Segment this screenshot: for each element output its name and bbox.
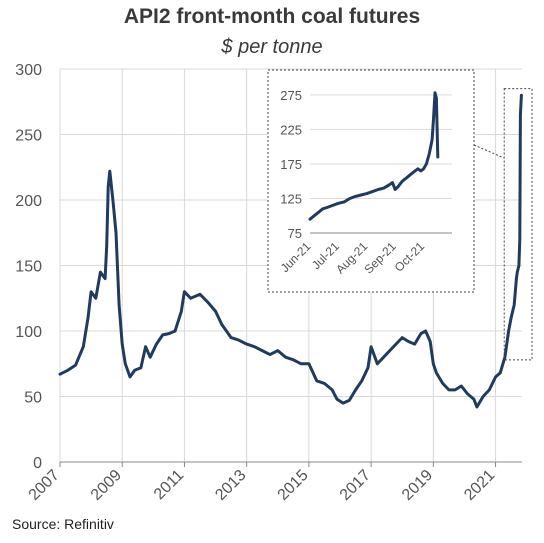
main-x-tick-label: 2017 bbox=[337, 467, 374, 504]
inset-y-tick-label: 225 bbox=[280, 122, 302, 137]
main-y-tick-label: 200 bbox=[15, 193, 42, 210]
main-y-tick-label: 300 bbox=[15, 62, 42, 79]
main-x-tick-label: 2007 bbox=[26, 467, 63, 504]
inset-y-tick-label: 275 bbox=[280, 88, 302, 103]
chart-title: API2 front-month coal futures bbox=[123, 5, 421, 28]
main-x-tick-label: 2015 bbox=[275, 467, 312, 504]
main-x-tick-label: 2021 bbox=[461, 467, 498, 504]
inset-y-tick-label: 75 bbox=[288, 226, 302, 241]
main-x-tick-label: 2011 bbox=[151, 467, 187, 503]
inset-connector bbox=[473, 144, 505, 159]
inset-panel bbox=[267, 69, 475, 293]
inset-y-tick-label: 175 bbox=[280, 157, 302, 172]
main-x-tick-label: 2009 bbox=[88, 467, 125, 504]
chart-subtitle: $ per tonne bbox=[221, 36, 323, 58]
main-x-tick-label: 2019 bbox=[399, 467, 436, 504]
main-y-tick-label: 250 bbox=[15, 128, 42, 145]
inset-y-tick-label: 125 bbox=[280, 191, 302, 206]
zoom-highlight-box bbox=[503, 88, 533, 361]
inset-series-line bbox=[308, 91, 440, 221]
main-y-tick-label: 50 bbox=[24, 390, 42, 407]
source-note: Source: Refinitiv bbox=[12, 516, 114, 532]
main-y-tick-label: 150 bbox=[15, 259, 42, 276]
main-y-tick-label: 0 bbox=[33, 455, 42, 472]
main-series-line bbox=[58, 93, 523, 409]
main-x-tick-label: 2013 bbox=[212, 467, 249, 504]
main-y-tick-label: 100 bbox=[15, 324, 42, 341]
